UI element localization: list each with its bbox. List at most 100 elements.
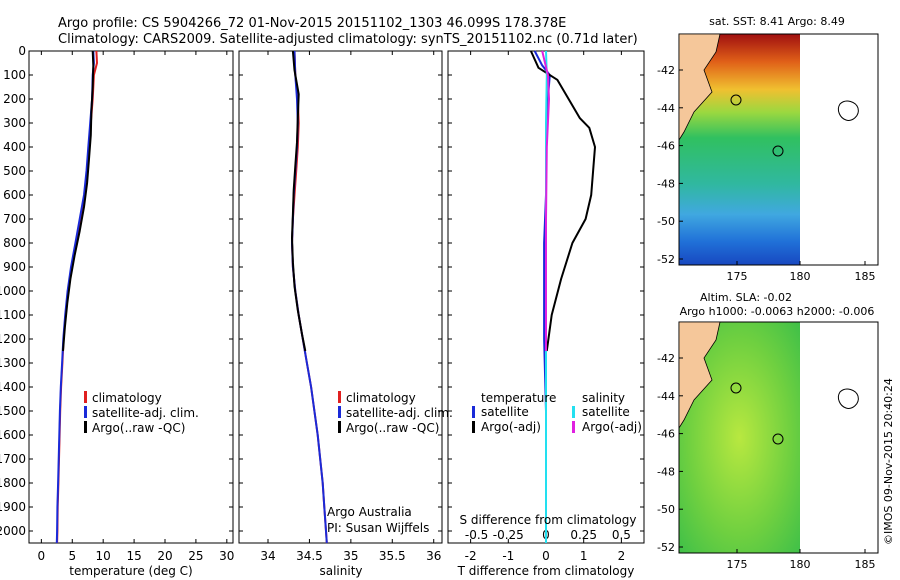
pressure-axis: 0 100 200 300 400 500 600 700 800 900 1000 1100 1200… (0, 44, 644, 538)
sst-map-title: sat. SST: 8.41 Argo: 8.49 (709, 15, 845, 28)
pressure-tick-label: 1100 (0, 308, 26, 322)
title-line-2: Climatology: CARS2009. Satellite-adjuste… (58, 32, 638, 47)
map-lat-label: -50 (657, 215, 675, 228)
sla-map (678, 321, 879, 554)
sst-map (678, 33, 879, 266)
pressure-tick-label: 300 (3, 116, 26, 130)
pressure-tick-label: 2000 (0, 524, 26, 538)
sla-map-title-1: Altim. SLA: -0.02 (700, 291, 792, 304)
series-line-s-argo-adj (541, 50, 550, 351)
map-lon-label: 185 (855, 270, 876, 283)
pressure-tick-label: 1800 (0, 476, 26, 490)
sst-map-axes: -42 -44 -46 -48 -50 -52 175 180 185 (657, 64, 875, 283)
title-line-1: Argo profile: CS 5904266_72 01-Nov-2015 … (58, 16, 566, 31)
x-tick-label: 15 (126, 549, 141, 563)
series-line-argo-raw-qc (291, 50, 307, 352)
pressure-tick-label: 1600 (0, 428, 26, 442)
map-lat-label: -52 (657, 541, 675, 554)
diff-legend-temp-satellite-swatch (472, 406, 475, 418)
x-tick-label: 36 (426, 549, 441, 563)
legend-argo-swatch (338, 421, 341, 433)
sla-island-outline (837, 388, 859, 409)
sla-float-position-marker (772, 433, 784, 445)
pressure-tick-label: 1000 (0, 284, 26, 298)
temperature-legend: climatology satellite-adj. clim. Argo(..… (84, 391, 199, 435)
x-tick-label-salinity-diff: -0.5 (465, 528, 488, 542)
map-lon-label: 185 (855, 558, 876, 571)
legend-climatology-swatch (338, 391, 341, 403)
x-tick-label: 25 (188, 549, 203, 563)
series-line-satellite-adj-clim (55, 50, 95, 544)
sla-map-axes: -42 -44 -46 -48 -50 -52 175 180 185 (657, 352, 875, 571)
attribution-org: Argo Australia (327, 505, 412, 519)
x-tick-label: 2 (618, 549, 626, 563)
legend-climatology-label: climatology (346, 391, 416, 405)
diff-legend-sal-satellite-swatch (572, 406, 575, 418)
pressure-tick-label: 1700 (0, 452, 26, 466)
x-tick-label: -2 (465, 549, 477, 563)
legend-climatology-swatch (84, 391, 87, 403)
map-lat-label: -46 (657, 140, 675, 153)
series-line-argo-raw-qc (62, 50, 95, 352)
pressure-tick-label: 1500 (0, 404, 26, 418)
x-tick-label: 35.5 (379, 549, 406, 563)
x-tick-label: 20 (157, 549, 172, 563)
diff-legend-temp-argo-swatch (472, 421, 475, 433)
diff-legend-temp-satellite-label: satellite (481, 405, 529, 419)
diff-legend-sal-argo-label: Argo(-adj) (582, 420, 642, 434)
x-tick-label: -1 (502, 549, 514, 563)
series-line-t-argo-adj (529, 50, 596, 352)
difference-x-label: T difference from climatology (457, 564, 635, 578)
difference-top-x-label: S difference from climatology (460, 513, 637, 527)
temperature-panel-frame (28, 50, 234, 544)
pressure-tick-label: 1400 (0, 380, 26, 394)
salinity-lines (291, 50, 328, 544)
diff-legend-sal-satellite-label: satellite (582, 405, 630, 419)
map-lat-label: -50 (657, 503, 675, 516)
legend-argo-label: Argo(..raw -QC) (346, 421, 439, 435)
legend-satellite-label: satellite-adj. clim. (92, 406, 199, 420)
temperature-x-label: temperature (deg C) (69, 564, 192, 578)
x-tick-label: 10 (96, 549, 111, 563)
pressure-tick-label: 100 (3, 68, 26, 82)
imos-stamp: ©IMOS 09-Nov-2015 20:40:24 (882, 378, 895, 545)
map-lat-label: -46 (657, 428, 675, 441)
x-tick-label-salinity-diff: 0.25 (570, 528, 597, 542)
x-tick-label: 5 (68, 549, 76, 563)
diff-legend-salinity-head: salinity (582, 391, 625, 405)
temperature-x-axis: 0 5 10 15 20 25 30 (38, 51, 234, 563)
difference-legend: temperature salinity satellite Argo(-adj… (472, 391, 642, 434)
x-tick-label: 30 (219, 549, 234, 563)
salinity-x-axis: 34 34.5 35 35.5 36 (260, 51, 441, 563)
x-tick-label: 0 (542, 549, 550, 563)
map-lat-label: -44 (657, 102, 675, 115)
x-tick-label: 34 (260, 549, 275, 563)
pressure-tick-label: 600 (3, 188, 26, 202)
temperature-lines (55, 50, 98, 544)
sla-land-shape (678, 321, 721, 430)
x-tick-label: 1 (580, 549, 588, 563)
map-lon-label: 175 (727, 558, 748, 571)
map-lat-label: -48 (657, 177, 675, 190)
pressure-tick-label: 500 (3, 164, 26, 178)
map-lat-label: -42 (657, 64, 675, 77)
difference-lines (529, 50, 596, 543)
map-lon-label: 175 (727, 270, 748, 283)
sst-reference-marker (730, 94, 742, 106)
pressure-tick-label: 400 (3, 140, 26, 154)
map-lat-label: -44 (657, 390, 675, 403)
x-tick-label-salinity-diff: 0.5 (612, 528, 631, 542)
sst-island-outline (837, 100, 859, 121)
pressure-tick-label: 1300 (0, 356, 26, 370)
legend-satellite-label: satellite-adj. clim. (346, 406, 453, 420)
salinity-legend: climatology satellite-adj. clim. Argo(..… (338, 391, 453, 435)
salinity-panel-frame (238, 50, 443, 544)
diff-legend-temp-argo-label: Argo(-adj) (481, 420, 541, 434)
pressure-tick-label: 0 (18, 44, 26, 58)
sst-map-frame (678, 33, 879, 266)
x-tick-label: 34.5 (296, 549, 323, 563)
x-tick-label: 0 (38, 549, 46, 563)
pressure-tick-label: 1200 (0, 332, 26, 346)
